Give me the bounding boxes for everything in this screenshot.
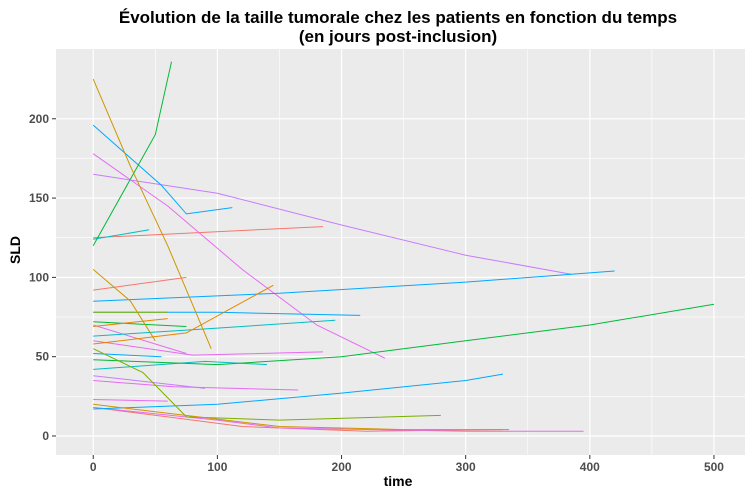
major-gridlines: [56, 49, 745, 455]
series-line-29: [93, 318, 168, 327]
x-tick-label: 0: [90, 460, 97, 474]
series-lines: [92, 61, 715, 432]
y-tick-label: 50: [36, 350, 50, 364]
series-line-6: [93, 340, 323, 356]
y-tick-label: 100: [29, 270, 49, 284]
y-tick-label: 200: [29, 112, 49, 126]
series-line-13: [93, 270, 615, 302]
series-line-26: [92, 269, 156, 342]
x-tick-label: 400: [580, 460, 600, 474]
series-line-17: [93, 319, 336, 337]
y-tick-label: 150: [29, 191, 49, 205]
series-line-8: [93, 406, 584, 432]
axis-ticks: [52, 118, 715, 459]
x-tick-label: 100: [207, 460, 227, 474]
y-tick-label: 0: [42, 429, 49, 443]
series-line-9: [93, 399, 168, 402]
series-line-11: [93, 375, 206, 389]
x-tick-label: 200: [332, 460, 352, 474]
x-tick-label: 300: [456, 460, 476, 474]
series-line-5: [93, 324, 187, 354]
series-line-4: [92, 153, 386, 359]
series-line-21: [93, 303, 715, 366]
minor-gridlines: [56, 49, 745, 455]
chart-title-line2: (en jours post-inclusion): [299, 27, 497, 46]
plot-panel: [56, 49, 745, 455]
series-line-20: [92, 61, 172, 246]
x-axis-label: time: [384, 473, 413, 489]
series-line-27: [93, 403, 510, 431]
series-line-22: [93, 321, 187, 327]
series-line-2: [93, 226, 323, 239]
x-tick-label: 500: [704, 460, 724, 474]
tick-labels: 0 100 200 300 400 500 0 50 100 150 200: [29, 112, 724, 474]
series-line-7: [93, 380, 299, 391]
series-line-12: [92, 124, 233, 215]
y-axis-label: SLD: [7, 236, 23, 264]
series-line-23: [92, 348, 441, 421]
series-line-19: [93, 229, 150, 240]
chart-title-line1: Évolution de la taille tumorale chez les…: [119, 8, 677, 27]
series-line-28: [93, 284, 274, 345]
series-line-10: [93, 173, 572, 275]
series-line-1: [93, 276, 187, 291]
series-line-25: [92, 78, 212, 349]
